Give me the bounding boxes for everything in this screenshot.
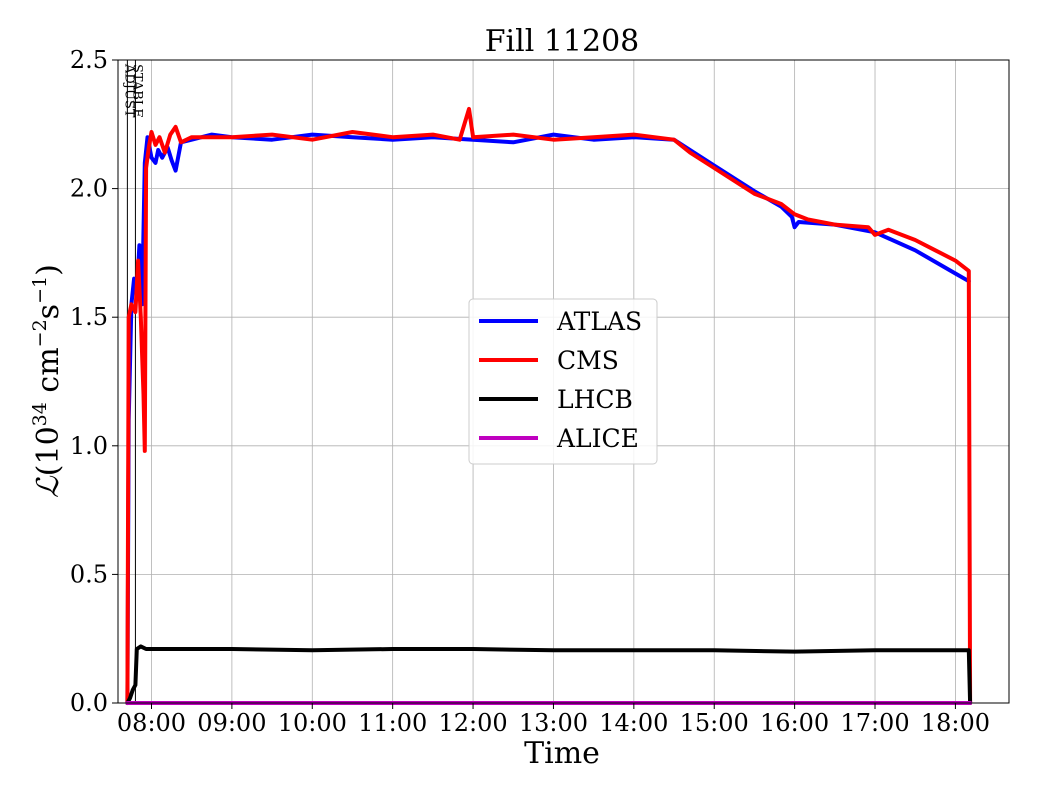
x-tick-label: 14:00 xyxy=(599,709,668,737)
y-axis-unit-cm: cm xyxy=(31,347,66,402)
y-tick-label: 1.0 xyxy=(70,432,108,460)
y-axis-open: (10 xyxy=(31,426,66,476)
x-tick-label: 15:00 xyxy=(680,709,749,737)
y-axis-symbol: ℒ xyxy=(31,475,66,498)
legend: ATLAS CMS LHCB ALICE xyxy=(468,298,658,465)
legend-label-lhcb: LHCB xyxy=(557,385,633,414)
plot-frame xyxy=(117,59,1010,704)
y-axis-title: ℒ(1034 cm−2s−1) xyxy=(29,264,66,498)
x-axis-title: Time xyxy=(524,736,600,771)
axis-ticks: 08:00 09:00 10:00 11:00 12:00 13:00 14:00 15:00… xyxy=(70,46,990,737)
y-tick-label: 2.5 xyxy=(70,46,108,74)
x-tick-label: 10:00 xyxy=(278,709,347,737)
y-axis-exp2: −2 xyxy=(29,319,51,347)
x-tick-label: 09:00 xyxy=(197,709,266,737)
y-axis-exp1: 34 xyxy=(29,402,51,426)
y-axis-exp3: −1 xyxy=(29,276,51,304)
x-tick-label: 08:00 xyxy=(117,709,186,737)
y-tick-label: 2.0 xyxy=(70,175,108,203)
legend-label-atlas: ATLAS xyxy=(556,307,642,336)
legend-label-cms: CMS xyxy=(557,346,619,375)
x-tick-label: 11:00 xyxy=(358,709,427,737)
series-line-cms xyxy=(125,106,973,705)
series-line-lhcb xyxy=(125,644,973,705)
y-tick-label: 1.5 xyxy=(70,303,108,331)
y-tick-label: 0.5 xyxy=(70,560,108,588)
mode-marker-label: ADJUST xyxy=(121,63,136,118)
x-tick-label: 16:00 xyxy=(760,709,829,737)
y-axis-close: ) xyxy=(31,264,66,276)
x-tick-label: 13:00 xyxy=(519,709,588,737)
legend-label-alice: ALICE xyxy=(556,424,639,453)
legend-box xyxy=(468,298,658,465)
mode-marker-label: STABLE xyxy=(129,64,144,118)
x-tick-label: 17:00 xyxy=(840,709,909,737)
y-tick-label: 0.0 xyxy=(70,689,108,717)
x-tick-label: 12:00 xyxy=(438,709,507,737)
y-axis-unit-s: s xyxy=(31,304,66,319)
chart-title: Fill 11208 xyxy=(485,24,640,59)
x-tick-label: 18:00 xyxy=(921,709,990,737)
